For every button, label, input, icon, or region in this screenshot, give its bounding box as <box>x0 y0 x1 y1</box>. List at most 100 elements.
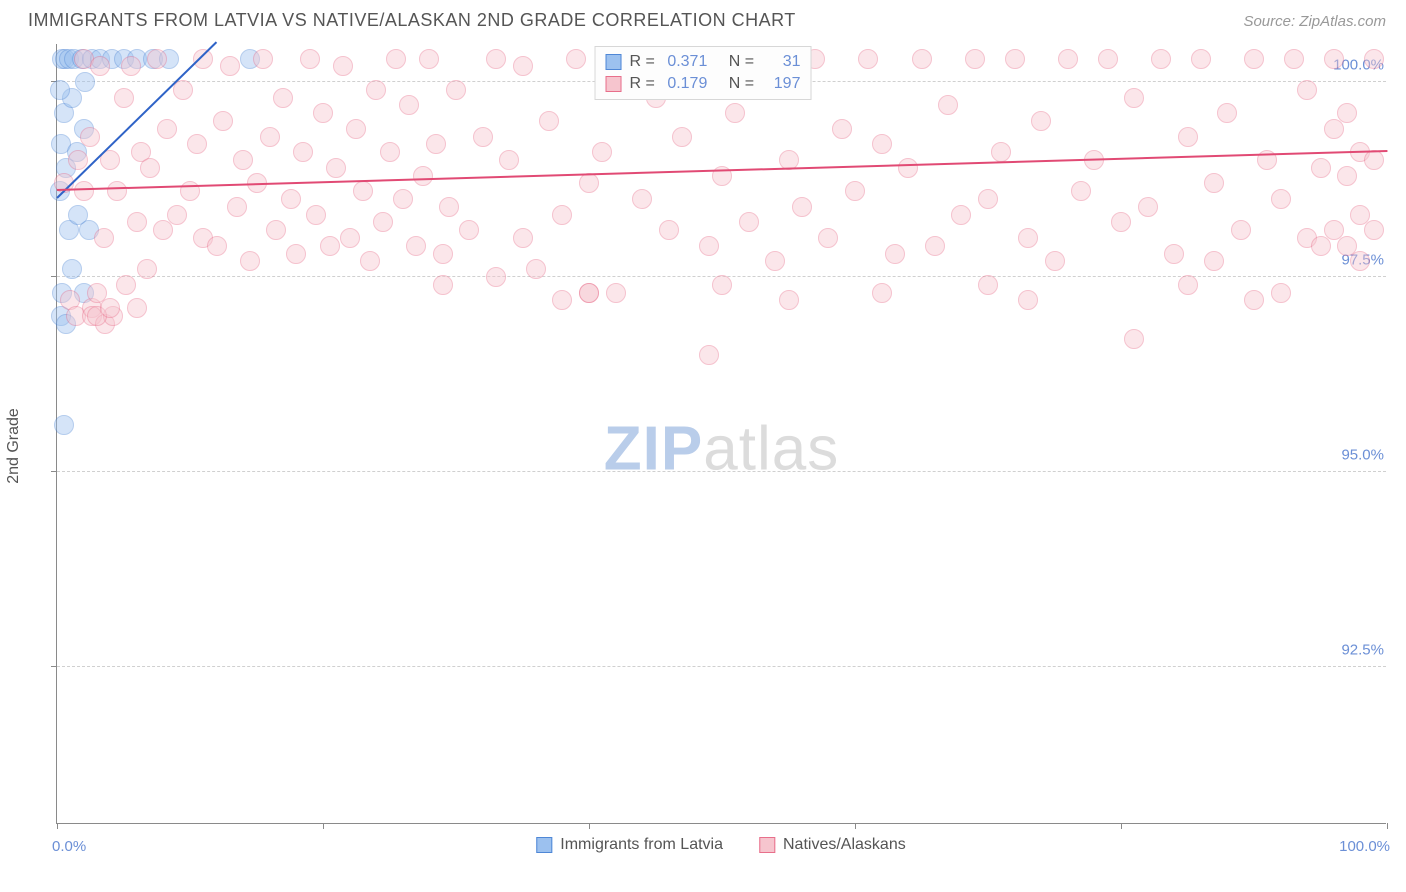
scatter-point-natives <box>413 166 433 186</box>
scatter-point-natives <box>1311 236 1331 256</box>
scatter-point-natives <box>320 236 340 256</box>
scatter-point-natives <box>153 220 173 240</box>
x-tick <box>1387 823 1388 829</box>
scatter-point-natives <box>672 127 692 147</box>
scatter-point-natives <box>100 298 120 318</box>
scatter-point-natives <box>991 142 1011 162</box>
scatter-point-natives <box>439 197 459 217</box>
scatter-point-natives <box>951 205 971 225</box>
stats-r-value: 0.179 <box>667 73 707 95</box>
y-tick-label: 95.0% <box>1337 447 1388 464</box>
scatter-point-natives <box>227 197 247 217</box>
scatter-point-natives <box>845 181 865 201</box>
scatter-point-natives <box>80 127 100 147</box>
scatter-point-natives <box>346 119 366 139</box>
scatter-point-latvia <box>54 415 74 435</box>
scatter-point-natives <box>1018 290 1038 310</box>
legend-label-natives: Natives/Alaskans <box>783 836 906 854</box>
scatter-point-natives <box>1124 329 1144 349</box>
scatter-point-natives <box>326 158 346 178</box>
x-tick <box>1121 823 1122 829</box>
stats-n-value: 31 <box>766 51 800 73</box>
scatter-point-natives <box>779 290 799 310</box>
scatter-point-natives <box>360 251 380 271</box>
scatter-point-natives <box>739 212 759 232</box>
scatter-point-natives <box>513 56 533 76</box>
scatter-point-natives <box>147 49 167 69</box>
scatter-point-natives <box>1098 49 1118 69</box>
scatter-point-natives <box>137 259 157 279</box>
scatter-point-natives <box>253 49 273 69</box>
scatter-point-natives <box>1284 49 1304 69</box>
scatter-point-natives <box>978 275 998 295</box>
scatter-point-natives <box>712 275 732 295</box>
scatter-point-natives <box>566 49 586 69</box>
scatter-point-natives <box>240 251 260 271</box>
scatter-point-natives <box>725 103 745 123</box>
legend-item-natives: Natives/Alaskans <box>759 836 906 854</box>
scatter-point-natives <box>1124 88 1144 108</box>
scatter-point-natives <box>260 127 280 147</box>
scatter-point-natives <box>140 158 160 178</box>
scatter-point-natives <box>473 127 493 147</box>
scatter-point-natives <box>366 80 386 100</box>
scatter-point-natives <box>898 158 918 178</box>
scatter-point-natives <box>107 181 127 201</box>
scatter-point-natives <box>74 181 94 201</box>
scatter-point-natives <box>90 56 110 76</box>
scatter-point-natives <box>1324 49 1344 69</box>
scatter-point-natives <box>938 95 958 115</box>
scatter-point-natives <box>273 88 293 108</box>
scatter-point-natives <box>433 275 453 295</box>
scatter-point-natives <box>1311 158 1331 178</box>
legend-swatch-natives <box>759 837 775 853</box>
stats-n-label: N = <box>715 73 758 95</box>
scatter-point-natives <box>213 111 233 131</box>
scatter-point-natives <box>965 49 985 69</box>
scatter-point-latvia <box>50 80 70 100</box>
scatter-point-natives <box>157 119 177 139</box>
scatter-point-natives <box>353 181 373 201</box>
stats-n-label: N = <box>715 51 758 73</box>
scatter-point-latvia <box>62 259 82 279</box>
scatter-point-natives <box>858 49 878 69</box>
x-axis-row: 0.0% Immigrants from Latvia Natives/Alas… <box>56 832 1386 862</box>
scatter-point-natives <box>293 142 313 162</box>
scatter-point-natives <box>220 56 240 76</box>
scatter-point-latvia <box>75 72 95 92</box>
scatter-point-natives <box>526 259 546 279</box>
scatter-point-natives <box>1178 127 1198 147</box>
scatter-point-natives <box>300 49 320 69</box>
scatter-point-natives <box>818 228 838 248</box>
legend-label-latvia: Immigrants from Latvia <box>560 836 723 854</box>
scatter-point-natives <box>1204 251 1224 271</box>
scatter-point-natives <box>446 80 466 100</box>
scatter-point-natives <box>1178 275 1198 295</box>
scatter-point-natives <box>486 267 506 287</box>
scatter-point-natives <box>1364 150 1384 170</box>
scatter-point-natives <box>121 56 141 76</box>
x-tick <box>855 823 856 829</box>
scatter-point-natives <box>1111 212 1131 232</box>
scatter-point-natives <box>399 95 419 115</box>
scatter-point-natives <box>1271 283 1291 303</box>
scatter-point-natives <box>659 220 679 240</box>
scatter-point-natives <box>592 142 612 162</box>
scatter-point-natives <box>333 56 353 76</box>
header-row: IMMIGRANTS FROM LATVIA VS NATIVE/ALASKAN… <box>28 10 1386 31</box>
scatter-point-natives <box>1217 103 1237 123</box>
scatter-point-natives <box>380 142 400 162</box>
scatter-point-natives <box>426 134 446 154</box>
scatter-point-natives <box>1164 244 1184 264</box>
y-tick-label: 92.5% <box>1337 642 1388 659</box>
y-tick <box>51 666 57 667</box>
scatter-point-natives <box>885 244 905 264</box>
scatter-point-natives <box>579 283 599 303</box>
scatter-point-natives <box>386 49 406 69</box>
scatter-point-natives <box>832 119 852 139</box>
scatter-point-natives <box>1244 49 1264 69</box>
legend-item-latvia: Immigrants from Latvia <box>536 836 723 854</box>
x-tick <box>323 823 324 829</box>
scatter-point-natives <box>1005 49 1025 69</box>
scatter-point-natives <box>459 220 479 240</box>
